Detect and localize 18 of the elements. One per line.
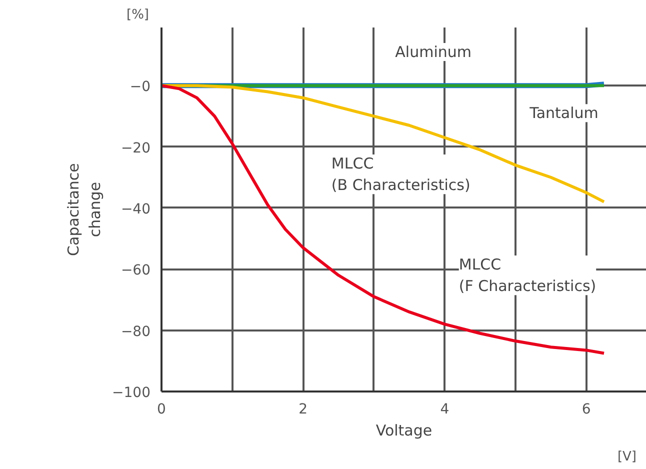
y-tick-label: −100	[112, 385, 150, 401]
x-tick-label: 2	[298, 402, 308, 418]
y-tick-label: −20	[120, 140, 150, 156]
y-axis-title: Capacitance change	[64, 163, 104, 256]
x-tick-label: 0	[157, 402, 166, 418]
y-tick-label: −0	[130, 79, 151, 96]
y-tick-label: −80	[120, 324, 150, 340]
y-tick-label: −60	[120, 262, 150, 279]
x-tick-label: 4	[440, 402, 450, 418]
y-tick-label: −40	[120, 201, 150, 218]
series-label: Tantalum	[528, 104, 598, 122]
x-axis-title: Voltage	[376, 422, 432, 440]
x-tick-label: 6	[582, 402, 591, 418]
text: [V]	[617, 450, 637, 464]
text: MLCC (F Characteristics)	[458, 255, 596, 296]
text: [%]	[126, 8, 149, 22]
series-label: MLCC (B Characteristics)	[331, 154, 470, 194]
series-label: Aluminum	[395, 42, 472, 61]
